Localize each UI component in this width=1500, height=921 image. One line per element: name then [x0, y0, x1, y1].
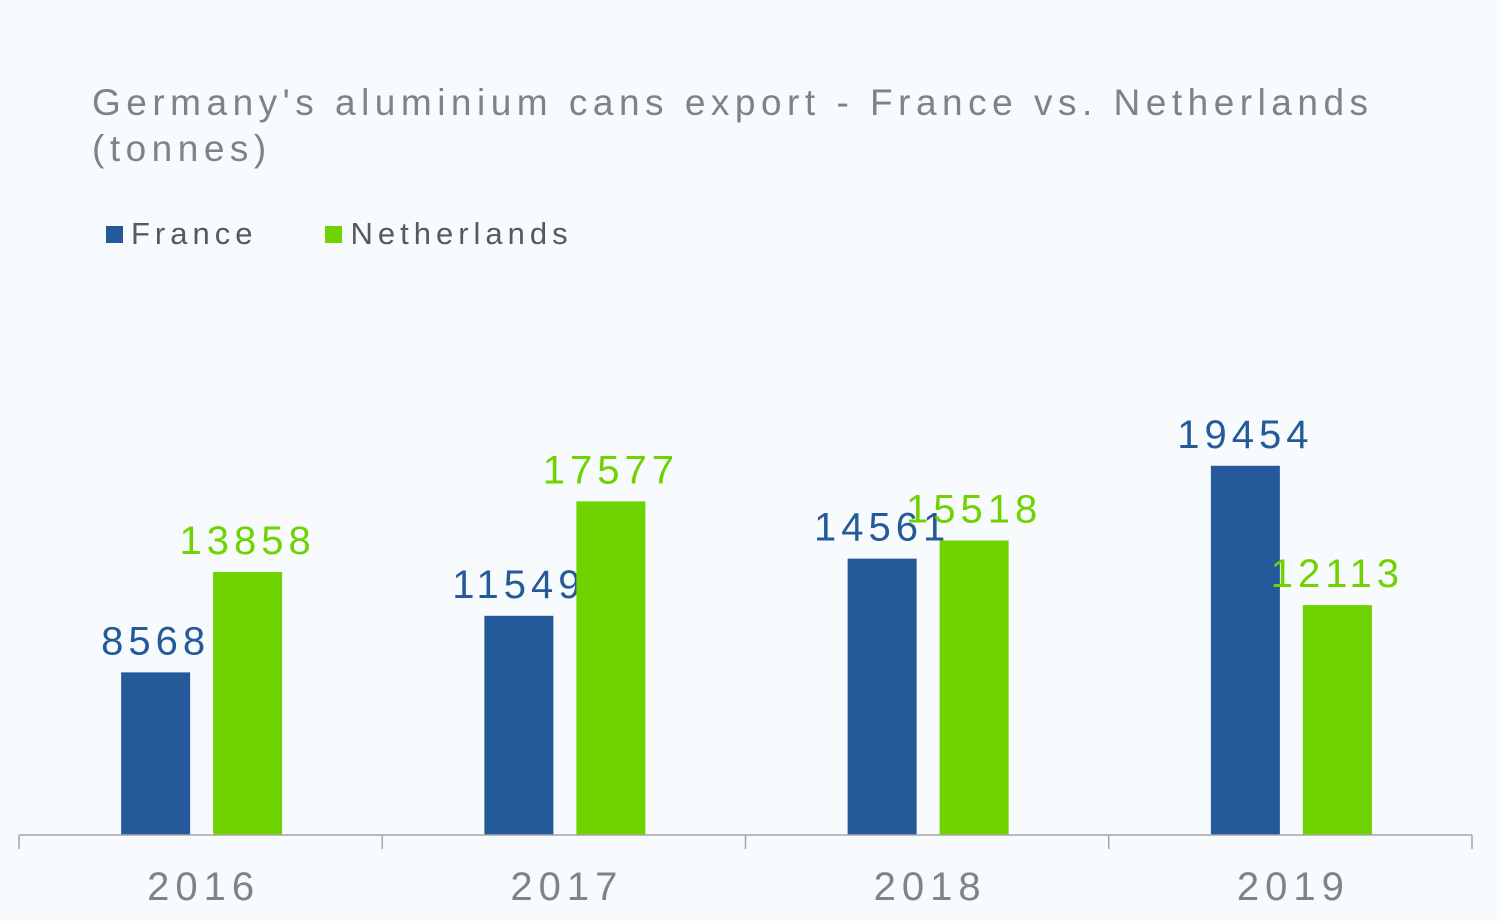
x-tick-label-2019: 2019	[1237, 865, 1350, 909]
bar-france-2018	[847, 558, 917, 835]
chart-title: Germany's aluminium cans export - France…	[92, 82, 1374, 169]
x-tick-label-2017: 2017	[510, 865, 623, 909]
bar-france-2017	[484, 615, 554, 835]
legend: France Netherlands	[106, 214, 641, 254]
legend-swatch-france	[106, 225, 123, 243]
data-label-france-2019: 19454	[1177, 413, 1313, 457]
legend-label-netherlands: Netherlands	[350, 216, 573, 251]
bar-netherlands-2018	[939, 540, 1009, 835]
bar-netherlands-2016	[213, 571, 283, 835]
legend-swatch-netherlands	[325, 225, 343, 243]
data-label-netherlands-2018: 15518	[906, 487, 1042, 531]
data-label-netherlands-2017: 17577	[543, 448, 679, 492]
bar-netherlands-2017	[576, 501, 646, 835]
legend-item-france: France	[106, 216, 257, 252]
data-label-netherlands-2019: 12113	[1271, 552, 1404, 596]
bar-france-2019	[1210, 465, 1280, 835]
x-tick-label-2018: 2018	[874, 865, 987, 909]
legend-item-netherlands: Netherlands	[325, 216, 572, 252]
data-label-france-2018: 14561	[814, 506, 950, 550]
x-tick-label-2016: 2016	[147, 865, 260, 909]
data-label-netherlands-2016: 13858	[180, 519, 316, 563]
data-label-france-2017: 11549	[452, 563, 585, 607]
bar-france-2016	[121, 672, 191, 835]
bar-netherlands-2019	[1302, 605, 1372, 835]
data-label-france-2016: 8568	[101, 619, 210, 663]
legend-label-france: France	[131, 216, 258, 251]
